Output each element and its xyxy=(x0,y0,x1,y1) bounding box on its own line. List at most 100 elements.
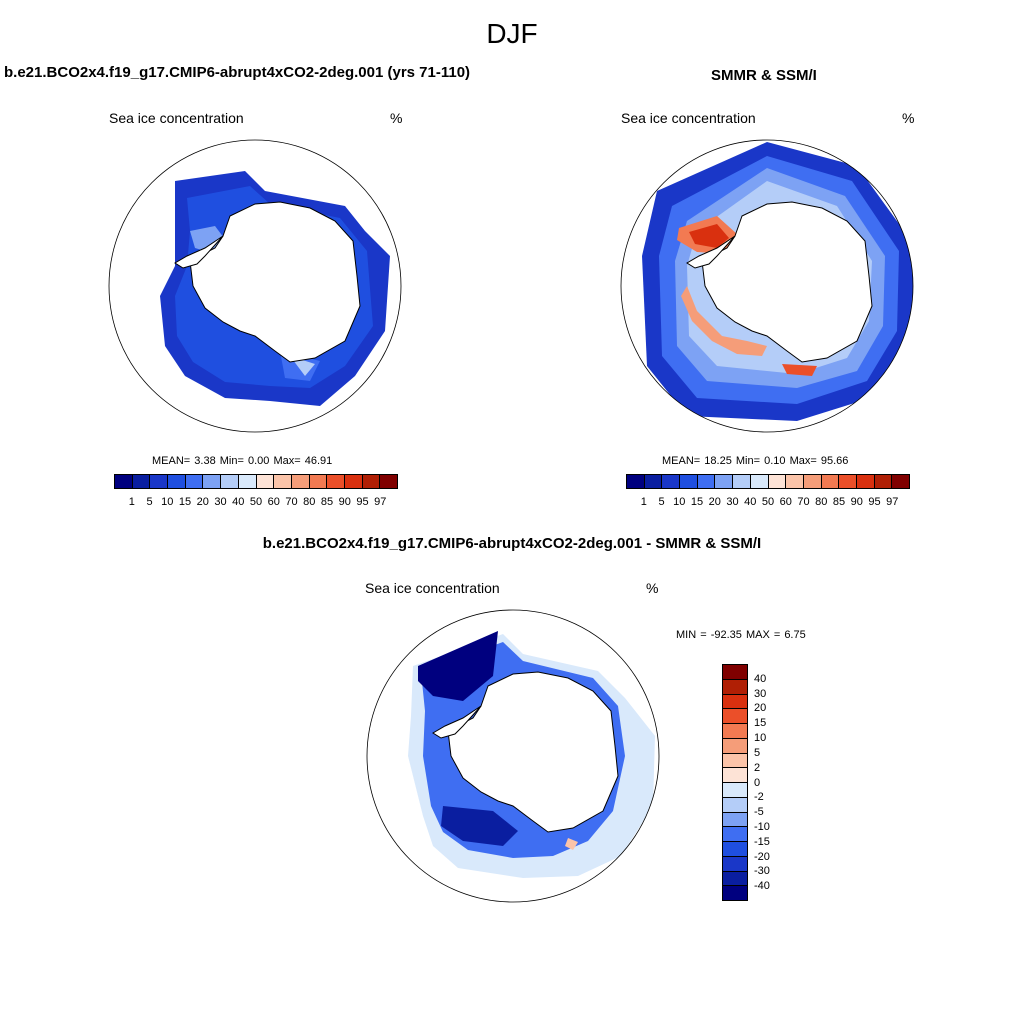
colorbar-tick-label: 0 xyxy=(754,776,761,789)
colorbar-swatch xyxy=(803,475,822,488)
panel1-stats: MEAN= 3.38 Min= 0.00 Max= 46.91 xyxy=(152,455,332,467)
colorbar-swatch xyxy=(723,797,747,813)
colorbar-tick-label: 95 xyxy=(868,496,881,508)
diff-weddell-strong xyxy=(418,631,498,701)
panel2-subtitle: Sea ice concentration xyxy=(621,110,756,126)
colorbar-swatch xyxy=(723,871,747,887)
colorbar-swatch xyxy=(309,475,328,488)
panel1-max-label: Max= xyxy=(273,455,301,467)
panel1-colorbar xyxy=(114,474,398,489)
colorbar-swatch xyxy=(132,475,151,488)
panel2-colorbar xyxy=(626,474,910,489)
colorbar-swatch xyxy=(723,694,747,710)
panel3-map xyxy=(366,609,660,903)
panel2-title: SMMR & SSM/I xyxy=(711,67,817,84)
colorbar-swatch xyxy=(274,475,292,488)
colorbar-tick-label: 97 xyxy=(886,496,899,508)
colorbar-tick-label: 30 xyxy=(726,496,739,508)
colorbar-swatch xyxy=(150,475,169,488)
colorbar-tick-label: 30 xyxy=(754,687,767,700)
colorbar-swatch xyxy=(238,475,257,488)
colorbar-swatch xyxy=(723,724,747,739)
panel1-min-label: Min= xyxy=(219,455,244,467)
panel3-minmax: MIN = -92.35 MAX = 6.75 xyxy=(676,629,806,641)
colorbar-tick-label: -40 xyxy=(754,880,770,893)
colorbar-swatch xyxy=(750,475,769,488)
colorbar-tick-label: 15 xyxy=(178,496,192,508)
colorbar-tick-label: 97 xyxy=(374,496,387,508)
colorbar-tick-label: 10 xyxy=(161,496,174,508)
colorbar-tick-label: 5 xyxy=(754,746,761,759)
panel3-title: b.e21.BCO2x4.f19_g17.CMIP6-abrupt4xCO2-2… xyxy=(262,535,762,552)
panel1-colorbar-labels: 1 5 10 15 20 30 40 50 60 70 80 85 90 95 97 xyxy=(114,496,398,510)
colorbar-tick-label: 2 xyxy=(754,761,761,774)
panel2-mean-value: 18.25 xyxy=(704,455,732,467)
colorbar-swatch xyxy=(839,475,857,488)
colorbar-tick-label: 70 xyxy=(285,496,298,508)
colorbar-tick-label: 10 xyxy=(754,732,767,745)
colorbar-tick-label: 80 xyxy=(303,496,316,508)
colorbar-tick-label: 30 xyxy=(214,496,227,508)
panel1-title: b.e21.BCO2x4.f19_g17.CMIP6-abrupt4xCO2-2… xyxy=(4,64,471,81)
colorbar-swatch xyxy=(786,475,804,488)
colorbar-swatch xyxy=(362,475,381,488)
diff-ross-positive xyxy=(565,838,578,850)
diff-ross-strong xyxy=(441,806,518,846)
colorbar-tick-label: 1 xyxy=(640,496,647,508)
colorbar-swatch xyxy=(662,475,681,488)
colorbar-swatch xyxy=(723,768,747,783)
colorbar-tick-label: -15 xyxy=(754,835,770,848)
colorbar-tick-label: 20 xyxy=(708,496,721,508)
colorbar-tick-label: -30 xyxy=(754,865,770,878)
panel2-max-value: 95.66 xyxy=(820,455,849,467)
panel1-mean-value: 3.38 xyxy=(194,455,216,467)
colorbar-tick-label: 95 xyxy=(356,496,369,508)
colorbar-swatch xyxy=(723,856,747,872)
panel2-units: % xyxy=(902,110,915,126)
colorbar-tick-label: 50 xyxy=(761,496,775,508)
colorbar-swatch xyxy=(874,475,893,488)
panel2-mean-label: MEAN= xyxy=(662,455,701,467)
ice-east-coast xyxy=(681,286,767,356)
colorbar-swatch xyxy=(723,753,747,769)
colorbar-tick-label: 10 xyxy=(673,496,686,508)
colorbar-swatch xyxy=(680,475,698,488)
colorbar-tick-label: 85 xyxy=(832,496,846,508)
colorbar-tick-label: 5 xyxy=(146,496,153,508)
colorbar-swatch xyxy=(723,679,747,695)
colorbar-tick-label: 1 xyxy=(128,496,135,508)
colorbar-swatch xyxy=(768,475,787,488)
colorbar-tick-label: 90 xyxy=(850,496,863,508)
panel1-max-value: 46.91 xyxy=(304,455,333,467)
colorbar-swatch xyxy=(256,475,275,488)
peninsula-coast xyxy=(174,235,224,269)
panel2-map-boundary xyxy=(620,139,914,433)
colorbar-tick-label: 90 xyxy=(338,496,351,508)
colorbar-swatch xyxy=(380,475,397,488)
panel2-max-label: Max= xyxy=(789,455,817,467)
colorbar-swatch xyxy=(821,475,840,488)
colorbar-swatch xyxy=(168,475,186,488)
colorbar-swatch xyxy=(221,475,239,488)
colorbar-tick-label: -2 xyxy=(754,791,764,804)
panel1-min-value: 0.00 xyxy=(247,455,270,467)
peninsula-coast xyxy=(686,235,736,269)
colorbar-tick-label: 15 xyxy=(754,717,767,730)
panel2-map xyxy=(620,139,914,433)
colorbar-tick-label: 40 xyxy=(232,496,245,508)
panel1-mean-label: MEAN= xyxy=(152,455,191,467)
colorbar-tick-label: 85 xyxy=(320,496,334,508)
panel2-min-value: 0.10 xyxy=(764,455,786,467)
colorbar-swatch xyxy=(203,475,222,488)
panel3-colorbar xyxy=(722,664,748,901)
colorbar-swatch xyxy=(723,709,747,724)
colorbar-swatch xyxy=(697,475,716,488)
colorbar-tick-label: 60 xyxy=(267,496,280,508)
colorbar-tick-label: -10 xyxy=(754,820,770,833)
colorbar-tick-label: 40 xyxy=(744,496,757,508)
panel2-colorbar-labels: 1 5 10 15 20 30 40 50 60 70 80 85 90 95 97 xyxy=(626,496,910,510)
ice-ross-high xyxy=(782,364,817,376)
colorbar-swatch xyxy=(723,665,747,680)
panel2-stats: MEAN= 18.25 Min= 0.10 Max= 95.66 xyxy=(662,455,848,467)
colorbar-tick-label: 80 xyxy=(815,496,828,508)
